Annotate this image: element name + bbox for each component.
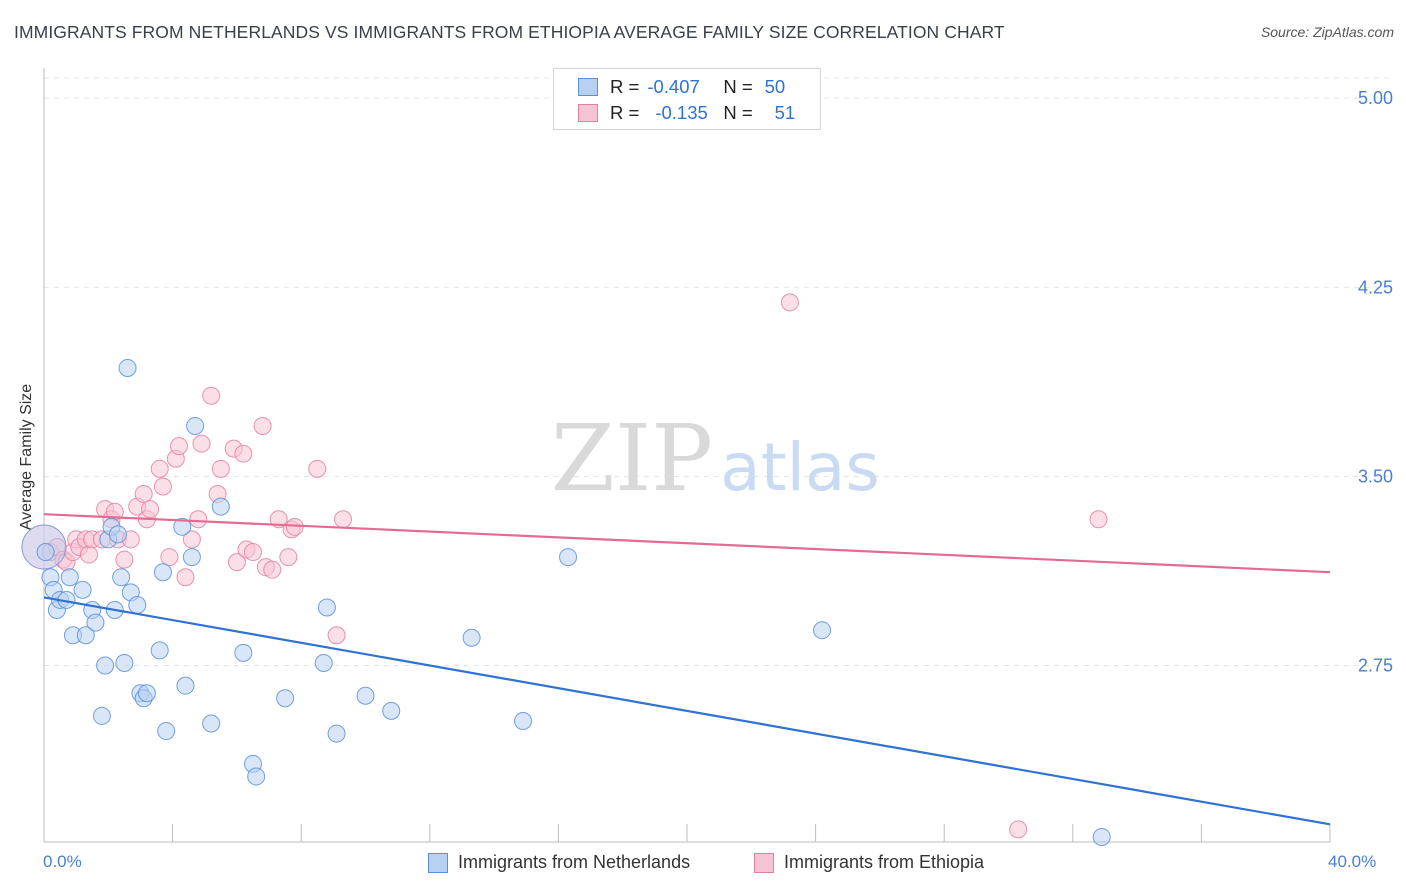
data-point[interactable]: [382, 701, 401, 720]
y-tick-labels: 5.00 4.25 3.50 2.75: [1358, 88, 1393, 675]
data-point[interactable]: [314, 653, 333, 672]
series-netherlands-points: [21, 358, 1111, 846]
data-point[interactable]: [202, 714, 221, 733]
netherlands-swatch: [578, 78, 598, 96]
n-value: 51: [774, 102, 796, 123]
data-point[interactable]: [186, 416, 205, 435]
data-point[interactable]: [813, 621, 832, 640]
x-tick-label-max: 40.0%: [1328, 852, 1377, 871]
data-point[interactable]: [137, 684, 156, 703]
trend-line-netherlands: [43, 596, 1331, 826]
data-point[interactable]: [253, 416, 272, 435]
data-point[interactable]: [86, 613, 105, 632]
data-point[interactable]: [108, 525, 127, 544]
legend-item-ethiopia[interactable]: Immigrants from Ethiopia: [754, 852, 984, 873]
legend-label: Immigrants from Netherlands: [458, 852, 691, 872]
r-label: R =: [610, 76, 640, 97]
data-point[interactable]: [780, 293, 799, 312]
data-point[interactable]: [176, 676, 195, 695]
data-point[interactable]: [514, 711, 533, 730]
x-tick-label-min: 0.0%: [43, 852, 82, 871]
chart-legend: Immigrants from Netherlands Immigrants f…: [0, 852, 1406, 878]
y-tick-label: 3.50: [1358, 466, 1393, 486]
data-point[interactable]: [192, 434, 211, 453]
data-point[interactable]: [182, 548, 201, 567]
data-point[interactable]: [234, 643, 253, 662]
trend-lines: [43, 513, 1331, 826]
y-tick-label: 5.00: [1358, 88, 1393, 108]
y-tick-label: 4.25: [1358, 277, 1393, 297]
data-point[interactable]: [356, 686, 375, 705]
data-point[interactable]: [150, 641, 169, 660]
n-value: 50: [764, 76, 786, 97]
correlation-stats-box: R = -0.407 N = 50 R = -0.135 N = 51: [553, 68, 821, 130]
data-point[interactable]: [1089, 510, 1108, 529]
ethiopia-swatch: [754, 852, 774, 873]
r-value: -0.135: [655, 102, 708, 123]
data-point[interactable]: [115, 550, 134, 569]
trend-line-ethiopia: [43, 513, 1331, 574]
n-label: N =: [723, 76, 753, 97]
data-point[interactable]: [173, 517, 192, 536]
r-label: R =: [610, 102, 640, 123]
data-point[interactable]: [263, 560, 282, 579]
data-point[interactable]: [76, 626, 95, 645]
ethiopia-swatch: [578, 104, 598, 122]
data-point[interactable]: [157, 722, 176, 741]
data-point[interactable]: [60, 568, 79, 587]
data-point[interactable]: [73, 580, 92, 599]
data-point[interactable]: [176, 568, 195, 587]
data-point[interactable]: [227, 553, 246, 572]
stats-row-ethiopia: R = -0.135 N = 51: [578, 100, 805, 126]
data-point[interactable]: [112, 568, 131, 587]
data-point[interactable]: [333, 510, 352, 529]
data-point[interactable]: [243, 543, 262, 562]
data-point[interactable]: [153, 477, 172, 496]
source-label: Source: ZipAtlas.com: [1260, 24, 1394, 40]
data-point[interactable]: [211, 497, 230, 516]
legend-label: Immigrants from Ethiopia: [784, 852, 985, 872]
axes: [43, 68, 1331, 843]
data-point[interactable]: [211, 459, 230, 478]
data-point[interactable]: [559, 548, 578, 567]
data-point[interactable]: [36, 543, 55, 562]
data-point[interactable]: [115, 653, 134, 672]
data-point[interactable]: [462, 628, 481, 647]
data-point[interactable]: [128, 595, 147, 614]
data-point[interactable]: [150, 459, 169, 478]
watermark-atlas: atlas: [720, 429, 880, 506]
data-point[interactable]: [202, 386, 221, 405]
data-point[interactable]: [1092, 827, 1111, 846]
n-label: N =: [723, 102, 753, 123]
stats-row-netherlands: R = -0.407 N = 50: [578, 74, 795, 100]
data-point[interactable]: [182, 530, 201, 549]
data-point[interactable]: [327, 626, 346, 645]
data-point[interactable]: [118, 358, 137, 377]
data-point[interactable]: [92, 706, 111, 725]
data-point[interactable]: [234, 444, 253, 463]
gridlines: [44, 77, 1392, 666]
data-point[interactable]: [189, 510, 208, 529]
data-point[interactable]: [279, 548, 298, 567]
data-point[interactable]: [170, 437, 189, 456]
watermark-zip: ZIP: [551, 405, 713, 512]
r-value: -0.407: [647, 76, 700, 97]
data-point[interactable]: [276, 689, 295, 708]
data-point[interactable]: [141, 500, 160, 519]
data-point[interactable]: [317, 598, 336, 617]
y-tick-label: 2.75: [1358, 655, 1393, 675]
data-point[interactable]: [1009, 820, 1028, 839]
data-point[interactable]: [308, 459, 327, 478]
data-point[interactable]: [96, 656, 115, 675]
netherlands-swatch: [428, 852, 448, 873]
data-point[interactable]: [247, 767, 266, 786]
data-point[interactable]: [80, 545, 99, 564]
data-point[interactable]: [134, 485, 153, 504]
data-point[interactable]: [153, 563, 172, 582]
data-point[interactable]: [160, 548, 179, 567]
chart-title: IMMIGRANTS FROM NETHERLANDS VS IMMIGRANT…: [14, 22, 1005, 42]
legend-item-netherlands[interactable]: Immigrants from Netherlands: [428, 852, 690, 873]
data-point[interactable]: [327, 724, 346, 743]
